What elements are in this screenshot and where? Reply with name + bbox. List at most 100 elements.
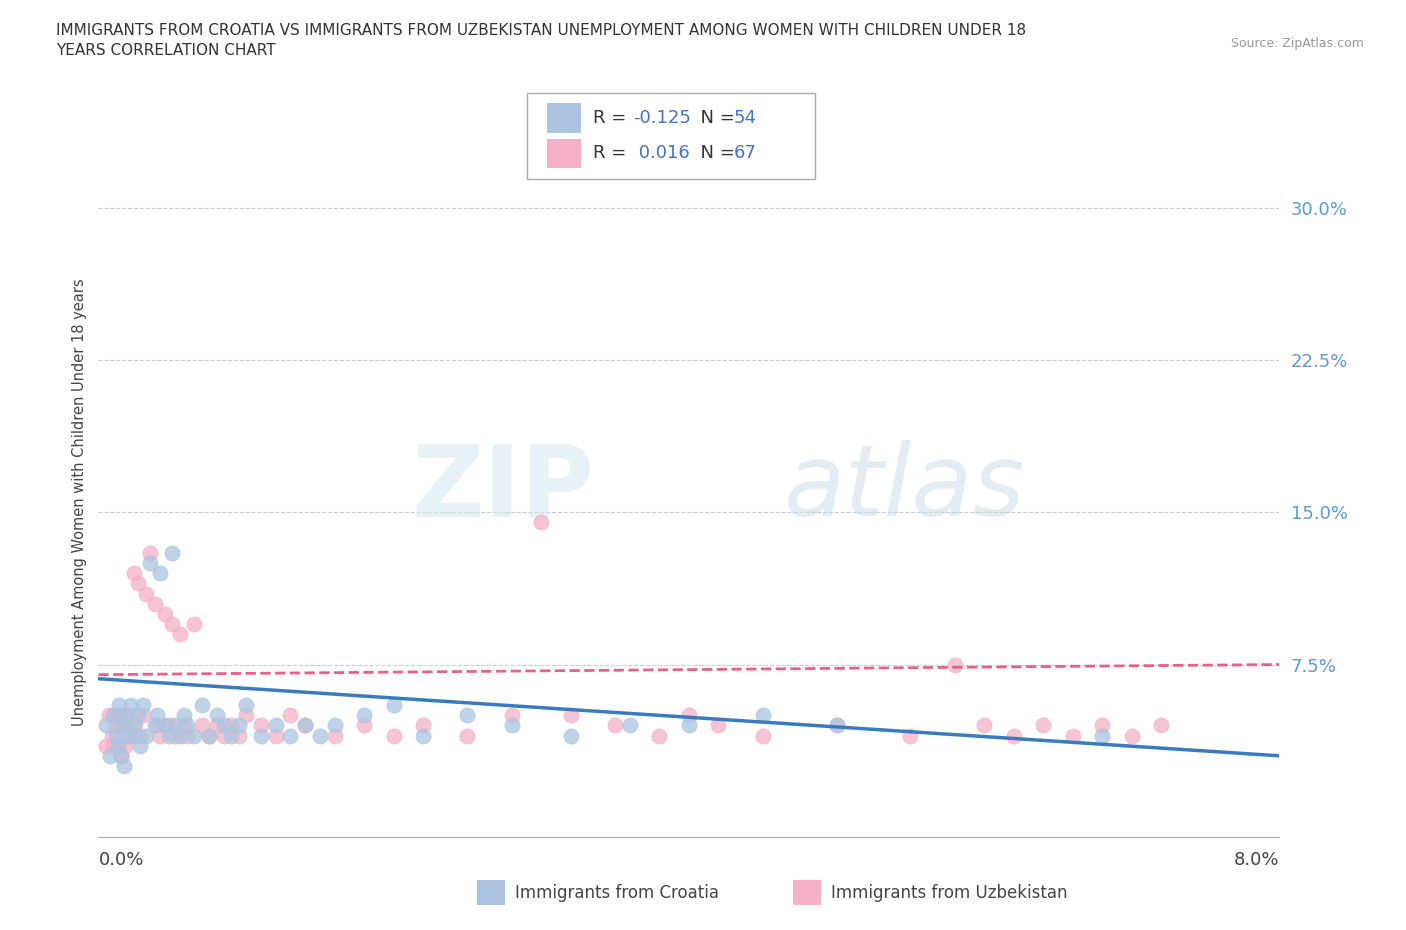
- Point: [619, 718, 641, 733]
- Point: [165, 728, 187, 743]
- Point: [149, 565, 172, 580]
- Point: [110, 749, 132, 764]
- Point: [124, 728, 146, 743]
- Text: -0.125: -0.125: [633, 109, 690, 127]
- Point: [212, 718, 235, 733]
- Text: R =: R =: [593, 144, 633, 163]
- Text: IMMIGRANTS FROM CROATIA VS IMMIGRANTS FROM UZBEKISTAN UNEMPLOYMENT AMONG WOMEN W: IMMIGRANTS FROM CROATIA VS IMMIGRANTS FR…: [56, 23, 1026, 58]
- Point: [157, 718, 180, 733]
- Point: [530, 515, 553, 530]
- Point: [235, 708, 257, 723]
- Point: [122, 565, 145, 580]
- Text: N =: N =: [689, 109, 741, 127]
- Point: [108, 708, 131, 723]
- Point: [1091, 728, 1114, 743]
- Point: [707, 718, 730, 733]
- Point: [114, 738, 136, 753]
- Point: [111, 718, 134, 733]
- Point: [678, 718, 700, 733]
- Point: [122, 718, 145, 733]
- Point: [169, 728, 191, 743]
- Point: [107, 738, 129, 753]
- Point: [678, 708, 700, 723]
- Text: atlas: atlas: [783, 440, 1025, 538]
- Point: [501, 708, 523, 723]
- Text: 0.016: 0.016: [633, 144, 689, 163]
- Point: [120, 728, 142, 743]
- Point: [294, 718, 316, 733]
- Point: [169, 627, 191, 642]
- Point: [250, 718, 273, 733]
- Point: [501, 718, 523, 733]
- Point: [456, 708, 478, 723]
- Point: [117, 708, 139, 723]
- Point: [198, 728, 221, 743]
- Point: [1032, 718, 1054, 733]
- Point: [456, 728, 478, 743]
- Point: [228, 728, 250, 743]
- Point: [353, 718, 375, 733]
- Point: [127, 576, 149, 591]
- Point: [105, 718, 128, 733]
- Point: [111, 718, 134, 733]
- Point: [412, 728, 434, 743]
- Point: [183, 728, 205, 743]
- Point: [120, 698, 142, 712]
- Point: [1121, 728, 1143, 743]
- Point: [382, 728, 405, 743]
- Point: [205, 708, 228, 723]
- Point: [143, 596, 166, 611]
- Text: 8.0%: 8.0%: [1234, 851, 1279, 870]
- Point: [825, 718, 848, 733]
- Point: [128, 728, 150, 743]
- Point: [264, 728, 287, 743]
- Point: [382, 698, 405, 712]
- Point: [97, 708, 120, 723]
- Point: [278, 708, 301, 723]
- Point: [162, 546, 183, 561]
- Point: [157, 728, 180, 743]
- Point: [94, 738, 117, 753]
- Point: [98, 749, 121, 764]
- Point: [228, 718, 250, 733]
- Point: [127, 708, 149, 723]
- Point: [173, 718, 195, 733]
- Point: [1062, 728, 1084, 743]
- Text: Immigrants from Croatia: Immigrants from Croatia: [515, 884, 718, 902]
- Point: [190, 718, 214, 733]
- Point: [605, 718, 627, 733]
- Point: [1002, 728, 1025, 743]
- Text: Immigrants from Uzbekistan: Immigrants from Uzbekistan: [831, 884, 1067, 902]
- Point: [212, 728, 235, 743]
- Point: [825, 718, 848, 733]
- Text: ZIP: ZIP: [412, 440, 595, 538]
- Point: [128, 738, 150, 753]
- Point: [235, 698, 257, 712]
- Point: [103, 738, 125, 753]
- Point: [114, 708, 136, 723]
- Point: [139, 555, 162, 570]
- Point: [165, 718, 187, 733]
- Y-axis label: Unemployment Among Women with Children Under 18 years: Unemployment Among Women with Children U…: [72, 278, 87, 726]
- Point: [1150, 718, 1173, 733]
- Point: [648, 728, 671, 743]
- Point: [294, 718, 316, 733]
- Point: [100, 728, 122, 743]
- Point: [308, 728, 332, 743]
- Text: 54: 54: [734, 109, 756, 127]
- Point: [183, 617, 205, 631]
- Point: [103, 708, 125, 723]
- Point: [108, 698, 131, 712]
- Point: [135, 586, 157, 601]
- Point: [1091, 718, 1114, 733]
- Point: [115, 718, 138, 733]
- Point: [146, 718, 169, 733]
- Point: [135, 728, 157, 743]
- Point: [751, 708, 773, 723]
- Point: [560, 728, 582, 743]
- Point: [139, 546, 162, 561]
- Point: [143, 718, 166, 733]
- Point: [162, 617, 183, 631]
- Point: [176, 728, 198, 743]
- Point: [973, 718, 995, 733]
